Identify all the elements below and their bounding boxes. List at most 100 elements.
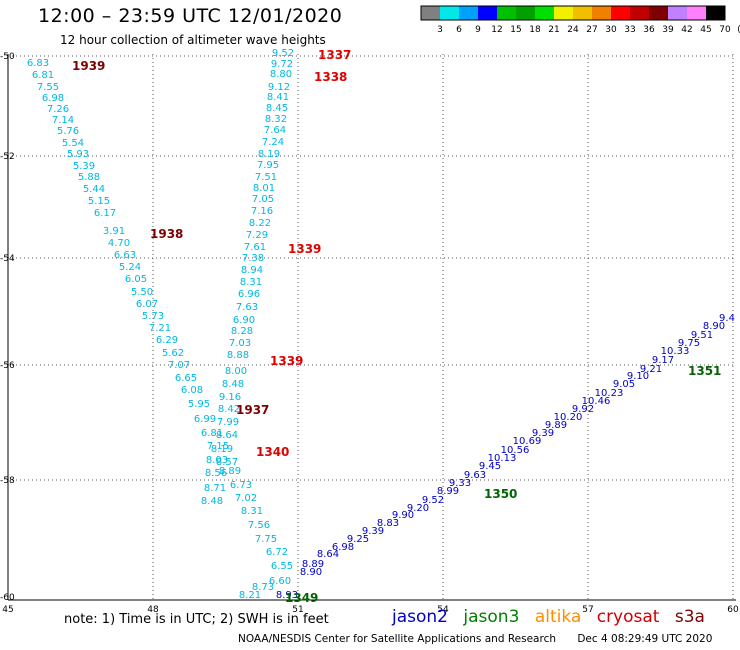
wave-height-value: 7.38 [242,253,264,264]
wave-height-value: 8.03 [206,455,228,466]
colorbar-swatch [459,6,478,20]
wave-height-value: 8.21 [239,590,261,601]
wave-height-value: 8.73 [252,582,274,593]
wave-height-value: 10.20 [554,412,583,423]
wave-height-value: 6.96 [238,289,260,300]
x-tick-label: 57 [582,605,593,615]
wave-height-value: 7.21 [149,323,171,334]
wave-height-value: 7.99 [217,417,239,428]
wave-height-value: 7.75 [255,534,277,545]
track-time-label: 1340 [256,445,289,459]
wave-height-value: 8.93 [276,590,298,601]
colorbar-swatch [649,6,668,20]
wave-height-value: 6.90 [233,315,255,326]
colorbar-label: (ft) [737,25,740,35]
wave-height-value: 8.31 [241,506,263,517]
colorbar-swatch [421,6,440,20]
wave-height-value: 6.55 [271,561,293,572]
colorbar-label: 33 [624,25,635,35]
colorbar-label: 15 [510,25,521,35]
footer-timestamp: Dec 4 08:29:49 UTC 2020 [577,633,713,645]
wave-height-value: 5.50 [131,287,153,298]
wave-height-value: 9.16 [219,392,241,403]
wave-height-value: 3.91 [103,226,125,237]
wave-height-value: 8.19 [211,444,233,455]
wave-height-value: 6.60 [269,576,291,587]
wave-height-value: 9.4 [719,313,735,324]
wave-height-value: 7.56 [248,520,270,531]
wave-height-value: 5.44 [83,184,105,195]
colorbar-swatch [592,6,611,20]
colorbar-label: 24 [567,25,579,35]
wave-height-value: 9.92 [572,404,594,415]
colorbar-swatch [440,6,459,20]
map-subtitle: 12 hour collection of altimeter wave hei… [60,33,326,47]
wave-height-value: 8.99 [437,486,459,497]
wave-height-value: 8.89 [302,559,324,570]
wave-height-value: 8.90 [300,567,322,578]
track-time-label: 1351 [688,364,721,378]
wave-height-value: 5.39 [73,161,95,172]
colorbar-label: 6 [456,25,462,35]
wave-height-value: 5.76 [57,126,79,137]
wave-height-value: 8.42 [218,404,240,415]
wave-height-value: 9.25 [347,534,369,545]
wave-height-value: 5.62 [162,348,184,359]
wave-height-value: 5.15 [88,196,110,207]
wave-height-value: 6.98 [42,93,64,104]
wave-height-value: 7.26 [47,104,69,115]
map-title: 12:00 – 23:59 UTC 12/01/2020 [38,5,343,27]
wave-height-value: 6.73 [230,480,252,491]
colorbar-label: 36 [643,25,655,35]
wave-height-value: 9.52 [422,495,444,506]
wave-height-value: 7.24 [262,137,284,148]
colorbar-swatch [668,6,687,20]
legend-jason2: jason2 [392,607,448,627]
x-tick-label: 48 [147,605,159,615]
wave-height-value: 8.57 [216,457,238,468]
wave-height-value: 9.05 [613,379,635,390]
wave-height-value: 8.22 [249,218,271,229]
track-time-label: 1339 [270,354,303,368]
colorbar-swatch [554,6,573,20]
legend-s3a: s3a [674,607,705,627]
colorbar-swatch [497,6,516,20]
wave-height-value: 10.13 [488,453,517,464]
wave-height-value: 6.63 [114,250,136,261]
wave-height-value: 6.72 [266,547,288,558]
wave-height-value: 6.08 [181,385,203,396]
wave-height-value: 8.64 [317,549,339,560]
wave-height-value: 10.23 [595,388,624,399]
wave-height-value: 6.65 [175,373,197,384]
colorbar-label: 27 [586,25,597,35]
wave-height-value: 10.46 [582,396,611,407]
wave-height-value: 6.99 [194,414,216,425]
wave-height-value: 7.15 [207,441,229,452]
colorbar-swatch [478,6,497,20]
wave-height-value: 9.90 [392,510,414,521]
wave-height-value: 8.19 [258,149,280,160]
track-time-label: 1337 [318,48,351,62]
track-time-label: 1350 [484,487,517,501]
y-tick-label: -52 [0,152,15,162]
y-tick-label: -54 [0,254,15,264]
wave-height-value: 8.31 [240,277,262,288]
wave-height-value: 5.88 [78,172,100,183]
wave-height-value: 7.14 [52,115,74,126]
wave-height-value: 8.48 [201,496,223,507]
wave-height-value: 8.48 [222,379,244,390]
wave-height-value: 8.64 [216,430,238,441]
wave-height-value: 9.33 [449,478,471,489]
wave-height-value: 10.69 [513,436,542,447]
wave-height-value: 9.21 [640,364,662,375]
colorbar-swatch [706,6,725,20]
colorbar-label: 9 [475,25,481,35]
wave-height-value: 5.93 [67,149,89,160]
wave-height-value: 9.52 [272,48,294,59]
satellite-legend: jason2 jason3 altika cryosat s3a [392,607,715,627]
colorbar-label: 39 [662,25,674,35]
wave-height-value: 7.63 [236,302,258,313]
colorbar-label: 3 [437,25,443,35]
wave-height-value: 9.10 [627,371,649,382]
